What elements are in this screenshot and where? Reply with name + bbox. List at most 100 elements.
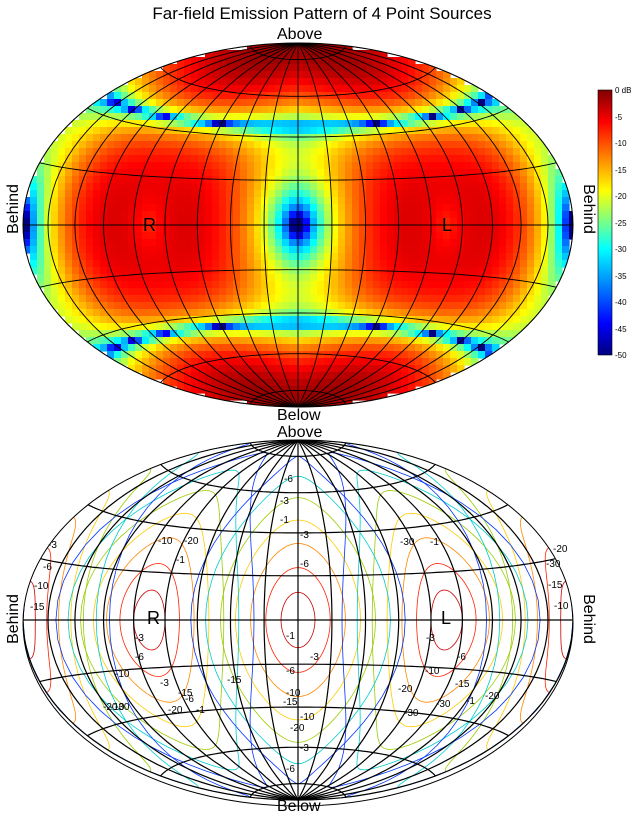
heat-cell xyxy=(499,106,507,114)
heat-cell xyxy=(170,365,178,373)
heat-cell xyxy=(226,141,234,149)
heat-cell xyxy=(93,99,101,107)
heat-cell xyxy=(352,64,360,72)
heat-cell xyxy=(380,120,388,128)
heat-cell xyxy=(471,260,479,268)
heat-cell xyxy=(142,288,150,296)
heat-cell xyxy=(240,344,248,352)
heat-cell xyxy=(534,218,542,226)
heat-cell xyxy=(345,379,353,387)
heat-cell xyxy=(149,99,157,107)
heat-cell xyxy=(65,176,73,184)
heat-cell xyxy=(51,183,59,191)
heat-cell xyxy=(191,260,199,268)
heat-cell xyxy=(443,127,451,135)
contour-label: -20 xyxy=(290,723,305,734)
heat-cell xyxy=(114,120,122,128)
heat-cell xyxy=(212,120,220,128)
contour-label: -3 xyxy=(310,652,319,663)
heat-cell xyxy=(93,183,101,191)
heat-cell xyxy=(436,92,444,100)
heat-cell xyxy=(324,358,332,366)
heat-cell xyxy=(254,197,262,205)
heat-cell xyxy=(177,176,185,184)
heat-cell xyxy=(135,211,143,219)
heat-cell xyxy=(352,337,360,345)
heat-cell xyxy=(562,260,570,268)
heat-cell xyxy=(317,71,325,79)
heat-cell xyxy=(37,218,45,226)
heat-cell xyxy=(485,211,493,219)
heat-cell xyxy=(275,330,283,338)
heat-cell xyxy=(457,127,465,135)
heat-cell xyxy=(338,141,346,149)
heat-cell xyxy=(205,281,213,289)
heat-cell xyxy=(310,344,318,352)
heat-cell xyxy=(268,134,276,142)
heat-cell xyxy=(555,218,563,226)
heat-cell xyxy=(156,295,164,303)
heat-cell xyxy=(338,120,346,128)
heat-cell xyxy=(254,295,262,303)
heat-cell xyxy=(93,218,101,226)
heat-cell xyxy=(443,337,451,345)
heat-cell xyxy=(275,372,283,380)
heat-cell xyxy=(114,295,122,303)
heat-cell xyxy=(149,309,157,317)
heat-cell xyxy=(72,253,80,261)
heat-cell xyxy=(408,57,416,65)
heat-cell xyxy=(37,232,45,240)
heat-cell xyxy=(366,337,374,345)
heat-cell xyxy=(86,267,94,275)
heat-cell xyxy=(562,197,570,205)
heat-cell xyxy=(303,302,311,310)
heat-cell xyxy=(170,323,178,331)
heat-cell xyxy=(478,351,486,359)
heat-cell xyxy=(352,85,360,93)
heat-cell xyxy=(366,379,374,387)
heat-cell xyxy=(548,162,556,170)
heat-cell xyxy=(401,176,409,184)
heat-cell xyxy=(247,92,255,100)
heat-cell xyxy=(282,351,290,359)
heat-cell xyxy=(499,225,507,233)
heat-cell xyxy=(296,134,304,142)
heat-cell xyxy=(520,155,528,163)
heat-cell xyxy=(555,190,563,198)
heat-cell xyxy=(296,127,304,135)
heat-cell xyxy=(289,316,297,324)
heat-cell xyxy=(450,106,458,114)
heat-cell xyxy=(170,141,178,149)
heat-cell xyxy=(58,267,66,275)
heat-cell xyxy=(100,134,108,142)
heat-cell xyxy=(142,99,150,107)
heat-cell xyxy=(121,274,129,282)
heat-cell xyxy=(464,176,472,184)
heat-cell xyxy=(100,197,108,205)
heat-cell xyxy=(450,183,458,191)
heat-cell xyxy=(394,127,402,135)
heat-cell xyxy=(114,253,122,261)
heat-cell xyxy=(163,379,171,387)
heat-cell xyxy=(142,337,150,345)
heat-cell xyxy=(275,295,283,303)
heat-cell xyxy=(499,274,507,282)
heat-cell xyxy=(184,120,192,128)
heat-cell xyxy=(135,288,143,296)
heat-cell xyxy=(58,176,66,184)
heat-cell xyxy=(261,50,269,58)
heat-cell xyxy=(513,225,521,233)
heat-cell xyxy=(373,372,381,380)
heat-cell xyxy=(177,225,185,233)
heat-cell xyxy=(345,225,353,233)
heat-cell xyxy=(443,295,451,303)
heat-cell xyxy=(408,148,416,156)
heat-cell xyxy=(534,232,542,240)
heat-cell xyxy=(289,190,297,198)
heat-cell xyxy=(394,183,402,191)
heat-cell xyxy=(429,204,437,212)
heat-cell xyxy=(436,71,444,79)
heat-cell xyxy=(471,141,479,149)
heat-cell xyxy=(289,183,297,191)
heat-cell xyxy=(268,148,276,156)
